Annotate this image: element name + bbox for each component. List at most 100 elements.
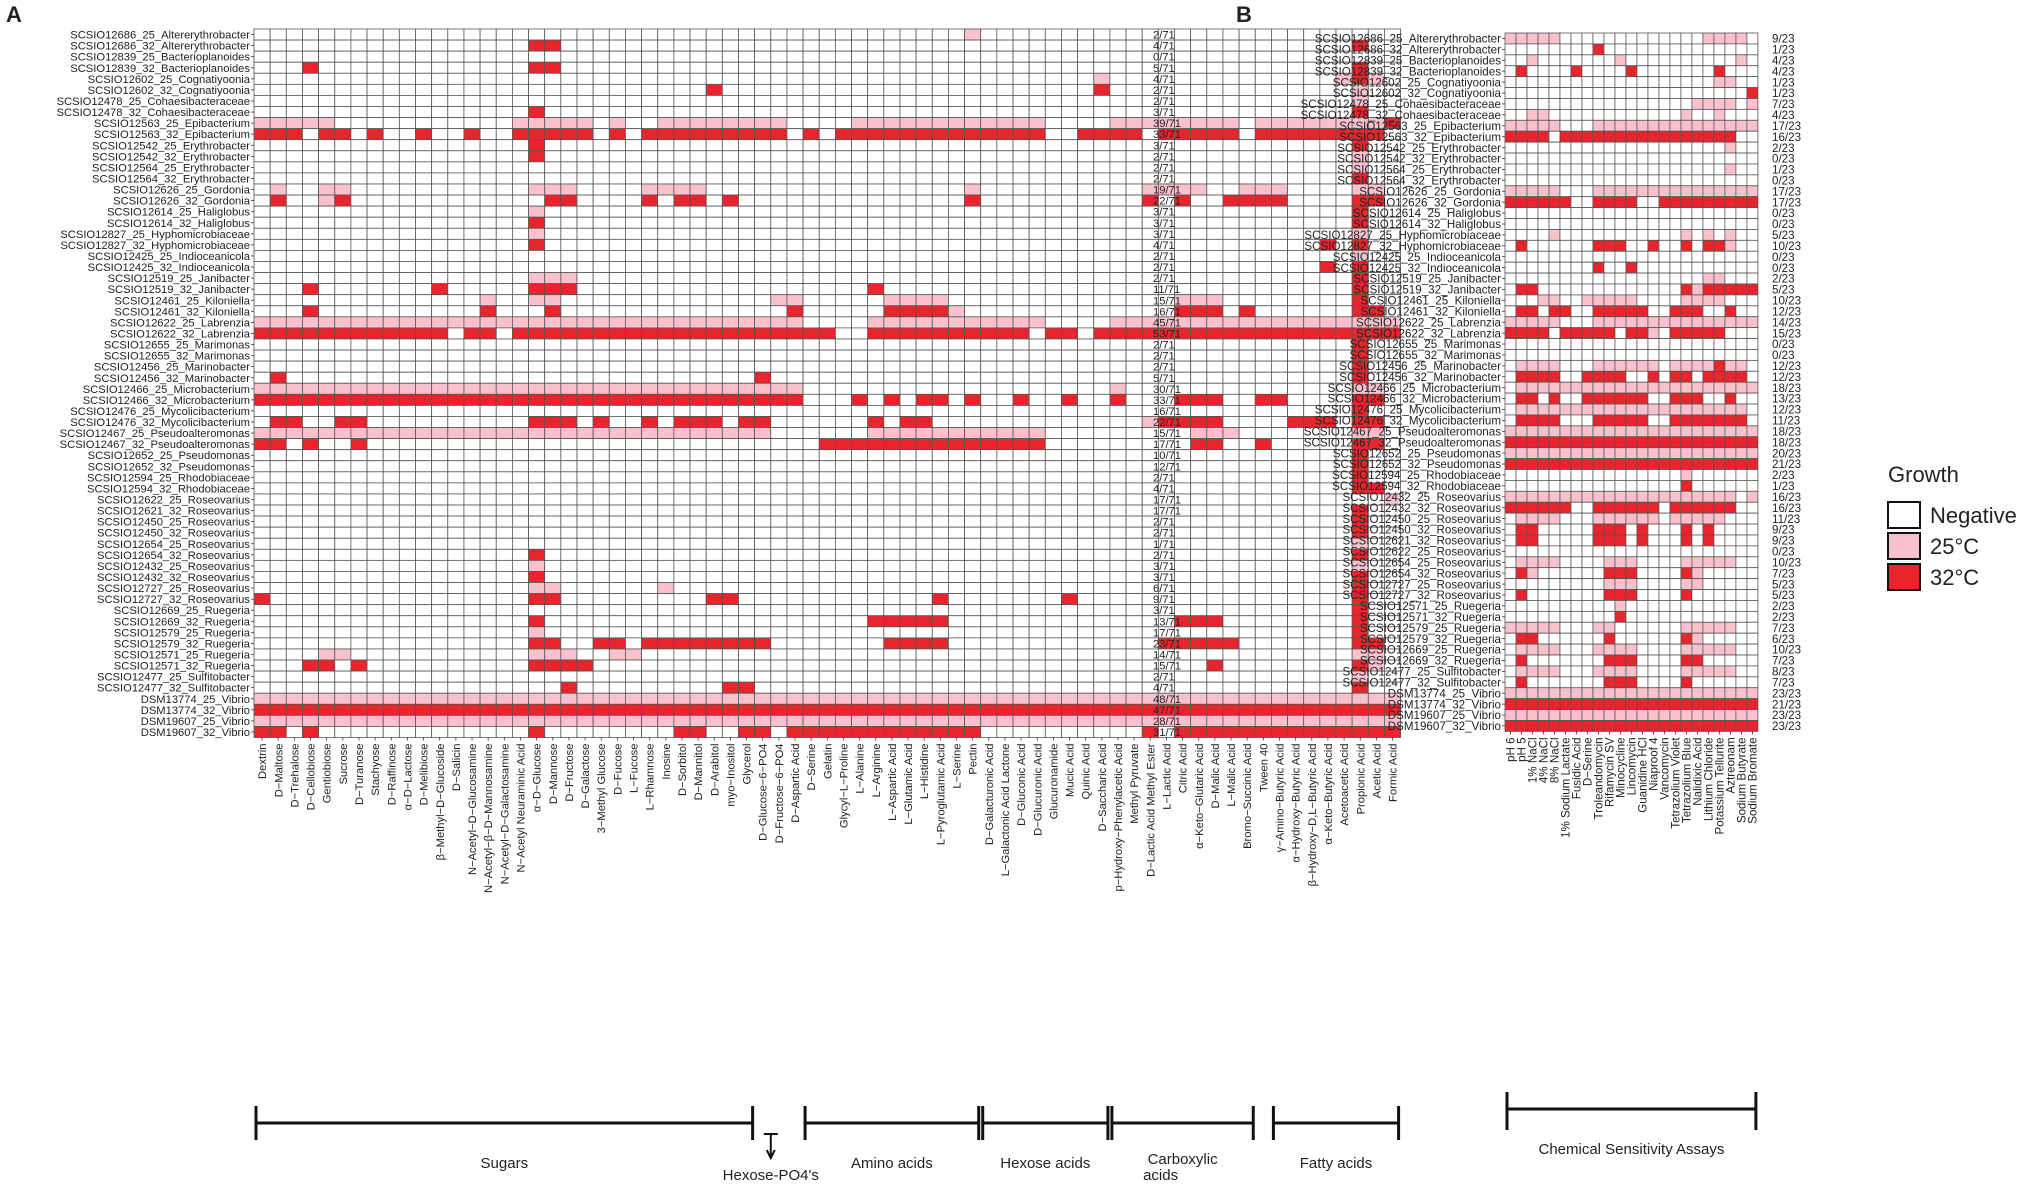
heatmap-cell (948, 360, 965, 373)
heatmap-cell (1222, 493, 1240, 506)
heatmap-cell (366, 28, 384, 41)
heatmap-cell (738, 327, 756, 340)
heatmap-cell (721, 416, 739, 428)
heatmap-cell (738, 283, 756, 296)
heatmap-cell (285, 227, 303, 240)
row-total: 31/71 (1153, 727, 1181, 739)
heatmap-cell (915, 61, 933, 74)
heatmap-cell (269, 681, 287, 694)
heatmap-cell (447, 316, 465, 329)
heatmap-cell (1077, 272, 1095, 285)
heatmap-cell (415, 714, 433, 727)
heatmap-cell (1190, 659, 1208, 672)
heatmap-cell (1174, 216, 1192, 229)
heatmap-cell (657, 460, 675, 473)
heatmap-cell (479, 327, 497, 340)
heatmap-cell (1526, 54, 1539, 67)
heatmap-cell (899, 504, 917, 517)
heatmap-cell (366, 703, 384, 716)
heatmap-cell (511, 238, 529, 251)
heatmap-cell (770, 205, 788, 218)
heatmap-cell (576, 659, 594, 672)
heatmap-cell (544, 548, 562, 561)
heatmap-cell (1303, 537, 1321, 550)
heatmap-cell (528, 449, 546, 462)
heatmap-cell (1077, 106, 1095, 118)
heatmap-cell (1028, 117, 1046, 130)
heatmap-cell (705, 72, 723, 85)
heatmap-cell (786, 681, 804, 694)
heatmap-cell (1238, 515, 1256, 528)
heatmap-cell (1093, 261, 1111, 273)
heatmap-cell (1077, 438, 1095, 451)
heatmap-cell (318, 194, 336, 207)
heatmap-cell (495, 128, 513, 141)
heatmap-cell (754, 582, 772, 594)
heatmap-cell (302, 648, 320, 661)
heatmap-cell (641, 714, 659, 727)
heatmap-cell (398, 150, 416, 163)
heatmap-cell (1174, 681, 1192, 694)
heatmap-cell (1028, 50, 1046, 63)
heatmap-cell (1093, 449, 1111, 462)
row-label: DSM19607_32_Vibrio (141, 727, 250, 739)
heatmap-cell (625, 294, 642, 307)
heatmap-cell (1287, 183, 1305, 196)
heatmap-cell (1287, 404, 1305, 417)
heatmap-cell (915, 604, 933, 617)
heatmap-cell (1206, 493, 1224, 506)
heatmap-cell (818, 703, 836, 716)
heatmap-cell (738, 139, 756, 152)
heatmap-cell (657, 305, 675, 318)
heatmap-cell (1303, 205, 1321, 218)
heatmap-cell (1238, 493, 1256, 506)
heatmap-cell (980, 482, 998, 495)
heatmap-panel-a: ASCSIO12686_25_AltererythrobacterSCSIO12… (6, 2, 1401, 1184)
heatmap-cell (915, 626, 933, 639)
heatmap-cell (285, 205, 303, 218)
heatmap-cell (1206, 393, 1224, 406)
heatmap-cell (625, 548, 642, 561)
heatmap-cell (1254, 338, 1272, 351)
row-label: SCSIO12477_25_Sulfitobacter (97, 672, 250, 684)
heatmap-cell (786, 582, 804, 594)
heatmap-cell (1061, 139, 1079, 152)
heatmap-cell (1012, 327, 1030, 340)
heatmap-cell (366, 72, 384, 85)
heatmap-cell (253, 305, 271, 318)
heatmap-cell (770, 593, 788, 606)
heatmap-cell (334, 604, 352, 617)
heatmap-cell (1093, 227, 1111, 240)
heatmap-cell (269, 72, 287, 85)
heatmap-cell (818, 28, 836, 41)
heatmap-cell (431, 626, 449, 639)
heatmap-cell (1335, 283, 1353, 296)
heatmap-cell (479, 338, 497, 351)
row-label: SCSIO12432_32_Roseovarius (97, 572, 250, 584)
heatmap-cell (382, 39, 400, 52)
heatmap-cell (1028, 637, 1046, 650)
heatmap-cell (1028, 626, 1046, 639)
heatmap-cell (334, 460, 352, 473)
heatmap-cell (1238, 604, 1256, 617)
heatmap-cell (576, 150, 594, 163)
heatmap-cell (754, 360, 772, 373)
heatmap-cell (366, 150, 384, 163)
heatmap-cell (592, 659, 610, 672)
heatmap-cell (1287, 61, 1305, 74)
heatmap-cell (479, 250, 497, 262)
heatmap-cell (996, 83, 1014, 96)
heatmap-cell (883, 216, 901, 229)
heatmap-cell (980, 637, 998, 650)
heatmap-cell (1012, 128, 1030, 141)
heatmap-cell (608, 626, 626, 639)
heatmap-cell (705, 39, 723, 52)
heatmap-cell (398, 714, 416, 727)
heatmap-cell (302, 50, 320, 63)
heatmap-cell (867, 670, 885, 683)
heatmap-cell (431, 648, 449, 661)
heatmap-cell (1174, 582, 1192, 594)
heatmap-cell (1061, 482, 1079, 495)
heatmap-cell (721, 404, 739, 417)
heatmap-cell (738, 61, 756, 74)
